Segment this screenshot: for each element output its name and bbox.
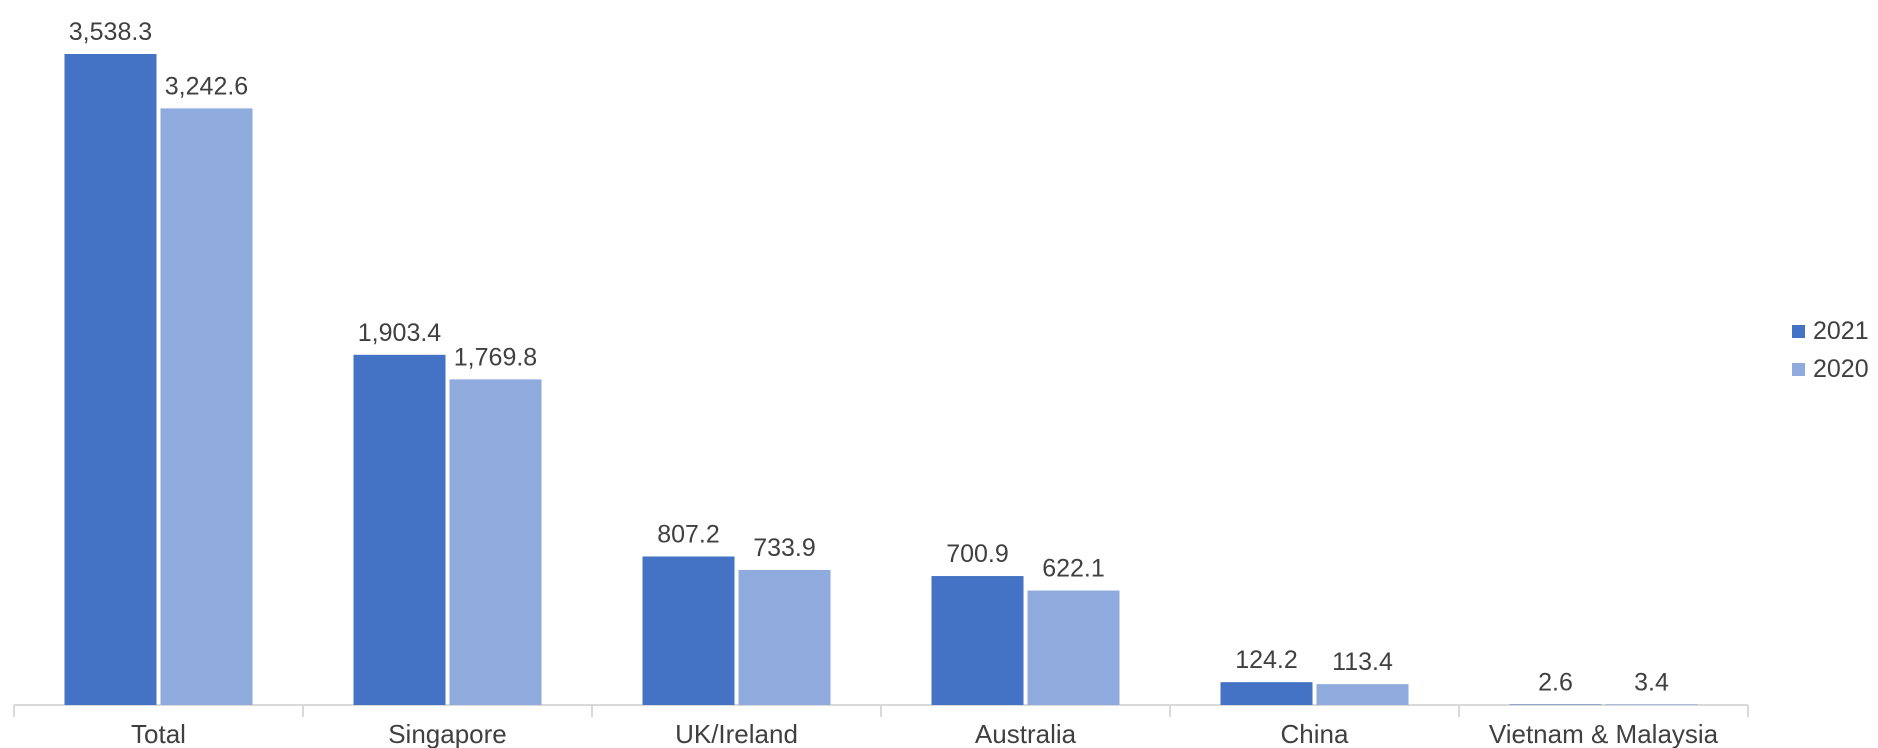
data-label-singapore-2020: 1,769.8 — [454, 343, 537, 371]
bar-total-2020[interactable] — [160, 108, 253, 706]
legend-item-2021[interactable]: 2021 — [1792, 312, 1869, 350]
x-axis-ticks — [13, 705, 1749, 717]
legend-swatch-2020 — [1792, 362, 1805, 376]
data-label-uk-ireland-2021: 807.2 — [657, 520, 720, 548]
legend-label-2020: 2020 — [1813, 354, 1869, 383]
x-tick-label-total: Total — [131, 719, 186, 748]
data-label-china-2021: 124.2 — [1235, 646, 1298, 674]
legend: 2021 2020 — [1792, 312, 1869, 388]
bar-vietnam-malaysia-2020[interactable] — [1605, 704, 1698, 705]
x-tick-label-uk-ireland: UK/Ireland — [675, 719, 798, 748]
data-label-uk-ireland-2020: 733.9 — [753, 534, 816, 562]
bar-china-2020[interactable] — [1316, 684, 1409, 705]
data-labels: 3,538.3 3,242.6 1,903.4 1,769.8 807.2 733.9 70… — [69, 18, 1669, 697]
data-label-singapore-2021: 1,903.4 — [358, 319, 442, 347]
data-label-vietnam-malaysia-2021: 2.6 — [1538, 669, 1573, 697]
bar-uk-ireland-2021[interactable] — [642, 556, 735, 705]
data-label-australia-2021: 700.9 — [946, 540, 1009, 568]
data-label-china-2020: 113.4 — [1332, 648, 1393, 676]
data-label-vietnam-malaysia-2020: 3.4 — [1634, 668, 1669, 696]
bar-total-2021[interactable] — [64, 54, 157, 705]
x-axis-tick-labels: Total Singapore UK/Ireland Australia China Vi… — [131, 719, 1719, 748]
data-label-total-2020: 3,242.6 — [165, 72, 248, 100]
bar-singapore-2021[interactable] — [353, 354, 446, 705]
x-tick-label-china: China — [1281, 719, 1349, 748]
x-tick-label-vietnam-malaysia: Vietnam & Malaysia — [1489, 719, 1719, 748]
x-tick-label-singapore: Singapore — [388, 719, 507, 748]
bar-australia-2020[interactable] — [1027, 590, 1120, 705]
legend-label-2021: 2021 — [1813, 316, 1869, 345]
bar-series — [64, 54, 1698, 706]
data-label-total-2021: 3,538.3 — [69, 18, 152, 46]
bar-australia-2021[interactable] — [931, 576, 1024, 705]
bar-china-2021[interactable] — [1220, 682, 1313, 705]
bar-uk-ireland-2020[interactable] — [738, 569, 831, 705]
legend-swatch-2021 — [1792, 324, 1805, 338]
data-label-australia-2020: 622.1 — [1042, 555, 1105, 583]
legend-item-2020[interactable]: 2020 — [1792, 350, 1869, 388]
x-tick-label-australia: Australia — [975, 719, 1077, 748]
bar-singapore-2020[interactable] — [449, 379, 542, 705]
